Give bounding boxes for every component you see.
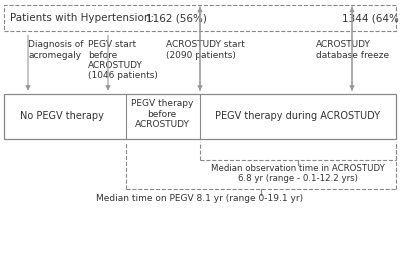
Text: Patients with Hypertension:: Patients with Hypertension: xyxy=(10,13,154,23)
Text: No PEGV therapy: No PEGV therapy xyxy=(20,111,104,121)
Text: ACROSTUDY
database freeze: ACROSTUDY database freeze xyxy=(316,40,389,60)
Text: Median observation time in ACROSTUDY
6.8 yr (range - 0.1-12.2 yrs): Median observation time in ACROSTUDY 6.8… xyxy=(211,164,385,183)
Text: 1162 (56%): 1162 (56%) xyxy=(146,13,206,23)
Text: Diagnosis of
acromegaly: Diagnosis of acromegaly xyxy=(28,40,84,60)
FancyBboxPatch shape xyxy=(4,5,396,31)
Text: 1344 (64%): 1344 (64%) xyxy=(342,13,400,23)
Text: Median time on PEGV 8.1 yr (range 0-19.1 yr): Median time on PEGV 8.1 yr (range 0-19.1… xyxy=(96,194,304,203)
Text: PEGV therapy during ACROSTUDY: PEGV therapy during ACROSTUDY xyxy=(216,111,380,121)
FancyBboxPatch shape xyxy=(4,94,396,139)
Text: PEGV start
before
ACROSTUDY
(1046 patients): PEGV start before ACROSTUDY (1046 patien… xyxy=(88,40,158,81)
Text: PEGV therapy
before
ACROSTUDY: PEGV therapy before ACROSTUDY xyxy=(131,100,193,129)
Text: ACROSTUDY start
(2090 patients): ACROSTUDY start (2090 patients) xyxy=(166,40,245,60)
